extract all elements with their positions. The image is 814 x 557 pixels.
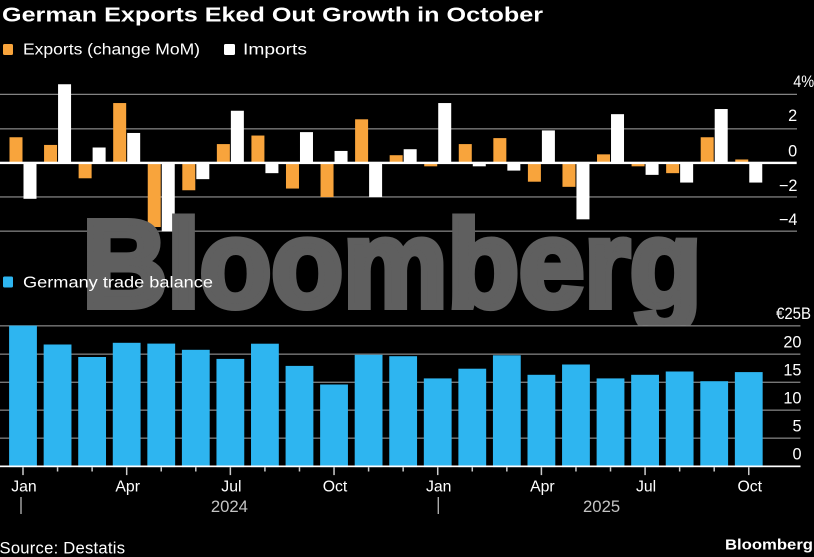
svg-text:0: 0 xyxy=(792,445,801,463)
svg-text:Jul: Jul xyxy=(636,478,656,495)
svg-text:Apr: Apr xyxy=(530,478,555,495)
svg-text:Bloomberg: Bloomberg xyxy=(83,196,702,334)
svg-text:German Exports Eked Out Growth: German Exports Eked Out Growth in Octobe… xyxy=(2,4,543,27)
svg-text:€25B: €25B xyxy=(776,305,811,323)
svg-text:10: 10 xyxy=(783,389,801,407)
svg-text:Exports (change MoM): Exports (change MoM) xyxy=(23,42,200,59)
svg-text:2025: 2025 xyxy=(583,497,620,516)
svg-text:Apr: Apr xyxy=(115,478,140,495)
svg-text:2024: 2024 xyxy=(211,497,248,516)
svg-text:Oct: Oct xyxy=(323,478,348,495)
svg-text:2: 2 xyxy=(788,107,797,125)
svg-text:−2: −2 xyxy=(779,177,798,195)
svg-text:Oct: Oct xyxy=(738,478,763,495)
svg-text:Bloomberg: Bloomberg xyxy=(725,537,813,554)
svg-text:20: 20 xyxy=(783,333,801,351)
svg-text:0: 0 xyxy=(788,142,797,160)
svg-text:Jan: Jan xyxy=(11,478,36,495)
svg-text:Jul: Jul xyxy=(221,478,241,495)
svg-text:Source: Destatis: Source: Destatis xyxy=(0,539,125,557)
svg-text:4%: 4% xyxy=(793,73,814,91)
svg-text:−4: −4 xyxy=(779,211,798,229)
svg-text:5: 5 xyxy=(792,417,801,435)
svg-text:15: 15 xyxy=(783,361,801,379)
svg-text:Imports: Imports xyxy=(243,42,307,59)
svg-text:Germany trade balance: Germany trade balance xyxy=(23,274,213,291)
svg-text:Jan: Jan xyxy=(426,478,451,495)
